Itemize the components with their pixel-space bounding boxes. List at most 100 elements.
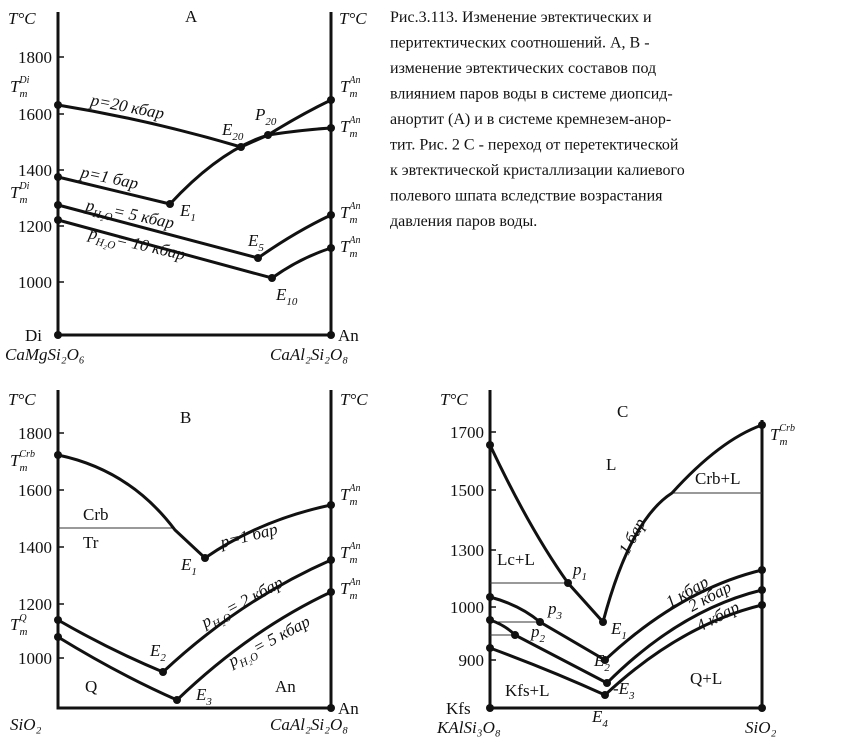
point-label-text: E: [593, 651, 605, 670]
curve-label: pH₂O= 5 кбар: [224, 612, 315, 675]
curve: [57, 558, 332, 674]
panel-c: [486, 390, 766, 712]
panel-title: B: [180, 408, 191, 427]
curve-label-text: p: [86, 223, 100, 244]
melting-point-sup: An: [348, 75, 360, 86]
axis-title: T°C: [8, 9, 36, 28]
field-label: Kfs+L: [505, 681, 550, 700]
point-label-text: p: [572, 560, 582, 579]
point-label: E10: [275, 285, 298, 308]
field-label: Crb+L: [695, 469, 740, 488]
caption-line: влиянием паров воды в системе диопсид-: [390, 86, 673, 103]
melting-point: Tm An: [340, 577, 361, 602]
point-label: E20: [221, 120, 244, 143]
point-label: -E3: [613, 679, 635, 702]
point-label: E2: [149, 641, 166, 664]
melting-point: Tm Crb: [770, 423, 795, 448]
point-label-sub: 1: [190, 212, 196, 224]
y-tick-label: 1500: [450, 481, 484, 500]
y-tick-label: 900: [459, 651, 485, 670]
formula: SiO₂: [745, 718, 777, 737]
point-label-sub: 2: [604, 662, 610, 674]
y-tick-label: 1000: [18, 649, 52, 668]
curve-label: pH₂O= 2 кбар: [197, 573, 288, 636]
point-label-text: E: [591, 707, 603, 726]
melting-point: Tm An: [340, 541, 361, 566]
melting-point-sup: Di: [18, 75, 29, 86]
formula: CaMgSi₂O₆: [5, 345, 85, 364]
point-label-sub: 4: [602, 718, 608, 730]
point-label: E2: [593, 651, 610, 674]
melting-point-text: T: [340, 579, 351, 598]
caption-line: к эвтектической кристаллизации калиевого: [390, 162, 685, 179]
axis-title: T°C: [340, 390, 368, 409]
melting-point-sub: m: [19, 626, 27, 638]
axes: [56, 390, 333, 710]
curve-label: 1 бар: [615, 515, 650, 558]
y-tick-label: 1300: [450, 541, 484, 560]
y-tick-label: 1600: [18, 481, 52, 500]
point-label-sub: 20: [265, 116, 277, 128]
axis-title: T°C: [339, 9, 367, 28]
point-label-sub: 1: [191, 566, 197, 578]
field-label: Lc+L: [497, 550, 535, 569]
point-label: p1: [572, 560, 587, 583]
melting-point-sup: Q: [19, 613, 27, 624]
curve: [489, 568, 763, 662]
melting-point: Tm An: [340, 483, 361, 508]
field-label: Q+L: [690, 669, 722, 688]
melting-point-text: T: [10, 451, 21, 470]
melting-point-text: T: [340, 77, 351, 96]
point-label-sub: 2: [160, 652, 166, 664]
melting-point-sup: An: [348, 235, 360, 246]
field-label: An: [275, 677, 296, 696]
melting-point-sup: An: [348, 541, 360, 552]
curve-label-sub: H₂O: [94, 236, 117, 252]
point-label: E1: [610, 619, 627, 642]
point-label-sub: 1: [621, 630, 627, 642]
y-tick-label: 1000: [18, 273, 52, 292]
point-label-text: E: [149, 641, 161, 660]
phase-boundary: [490, 492, 762, 636]
point-label-text: E: [195, 685, 207, 704]
panel-b: [54, 390, 335, 712]
curve-label-text: p: [83, 195, 96, 216]
melting-point: TmQ: [10, 613, 27, 638]
melting-point-text: T: [340, 203, 351, 222]
melting-point-sup: An: [348, 577, 360, 588]
point-label-text: E: [275, 285, 287, 304]
point-label: p2: [530, 622, 546, 645]
melting-point: Tm Crb: [10, 449, 35, 474]
melting-point: Tm An: [340, 115, 361, 140]
melting-point-text: T: [340, 117, 351, 136]
point-label-text: p: [547, 599, 557, 618]
melting-point-sub: m: [19, 462, 27, 474]
point-label: E1: [179, 201, 196, 224]
field-label: Tr: [83, 533, 99, 552]
melting-point-sup: Crb: [19, 449, 35, 460]
point-label-text: p: [530, 622, 540, 641]
melting-point-sup: An: [348, 483, 360, 494]
points: [54, 96, 335, 339]
point-label: P20: [254, 105, 277, 128]
melting-point-sub: m: [349, 590, 357, 602]
point-label-text: E: [610, 619, 622, 638]
field-label: Q: [85, 677, 97, 696]
axis-title: T°C: [440, 390, 468, 409]
panel-title: A: [185, 7, 198, 26]
melting-point-text: T: [10, 183, 21, 202]
curve: [57, 98, 332, 149]
melting-point-sup: An: [348, 201, 360, 212]
caption-line: Рис.3.113. Изменение эвтектических и: [390, 9, 652, 26]
melting-point-sub: m: [19, 194, 27, 206]
point-label-sub: 3: [205, 696, 212, 708]
melting-point-sub: m: [779, 436, 787, 448]
melting-point-text: T: [10, 77, 21, 96]
melting-point-text: T: [340, 543, 351, 562]
caption-line: тит. Рис. 2 C - переход от перетектическ…: [390, 137, 679, 154]
curve: [168, 126, 332, 206]
curve: [57, 203, 332, 260]
formula: CaAl₂Si₂O₈: [270, 715, 348, 734]
end-label: An: [338, 699, 359, 718]
